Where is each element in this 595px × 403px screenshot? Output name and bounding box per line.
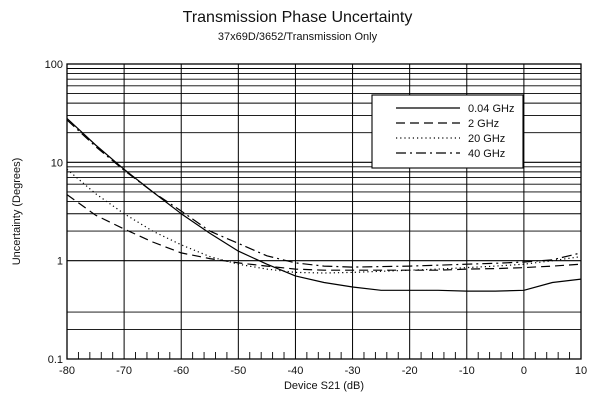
- series-line-20-ghz: [66, 168, 582, 274]
- x-axis-label: Device S21 (dB): [284, 380, 364, 392]
- axis-labels: Device S21 (dB) Uncertainty (Degrees): [11, 158, 364, 392]
- x-tick-label: -80: [59, 365, 75, 377]
- x-tick-label: -20: [402, 365, 418, 377]
- y-tick-label: 0.1: [48, 354, 63, 366]
- x-tick-label: -50: [230, 365, 246, 377]
- y-tick-label: 1: [57, 256, 63, 268]
- legend-items: 0.04 GHz 2 GHz 20 GHz 40 GHz: [396, 103, 514, 160]
- chart-title: Transmission Phase Uncertainty: [182, 9, 413, 26]
- series-lines: [66, 117, 582, 292]
- legend-label: 0.04 GHz: [468, 103, 514, 115]
- x-tick-label: -60: [173, 365, 189, 377]
- x-tick-label: 0: [521, 365, 527, 377]
- axis-ticks: -80 -70 -60 -50 -40 -30 -20 -10 0 10 0.1 1 10 100: [45, 59, 587, 377]
- legend-box: [371, 94, 524, 169]
- series-line-0-04-ghz: [66, 117, 582, 292]
- x-tick-label: -70: [116, 365, 132, 377]
- x-tick-label: -40: [287, 365, 303, 377]
- x-tick-label: 10: [575, 365, 587, 377]
- grid-lines: [66, 64, 582, 359]
- legend-label: 20 GHz: [468, 133, 505, 145]
- y-tick-label: 100: [45, 59, 63, 71]
- legend-label: 40 GHz: [468, 148, 505, 160]
- plot-frame: [66, 63, 582, 360]
- series-line-2-ghz: [66, 194, 582, 271]
- chart-subtitle: 37x69D/3652/Transmission Only: [217, 31, 378, 43]
- x-tick-label: -10: [459, 365, 475, 377]
- y-tick-label: 10: [51, 157, 63, 169]
- series-line-40-ghz: [66, 119, 582, 268]
- x-tick-label: -30: [345, 365, 361, 377]
- y-axis-label: Uncertainty (Degrees): [11, 158, 23, 266]
- legend: 0.04 GHz 2 GHz 20 GHz 40 GHz: [371, 94, 524, 169]
- legend-label: 2 GHz: [468, 118, 499, 130]
